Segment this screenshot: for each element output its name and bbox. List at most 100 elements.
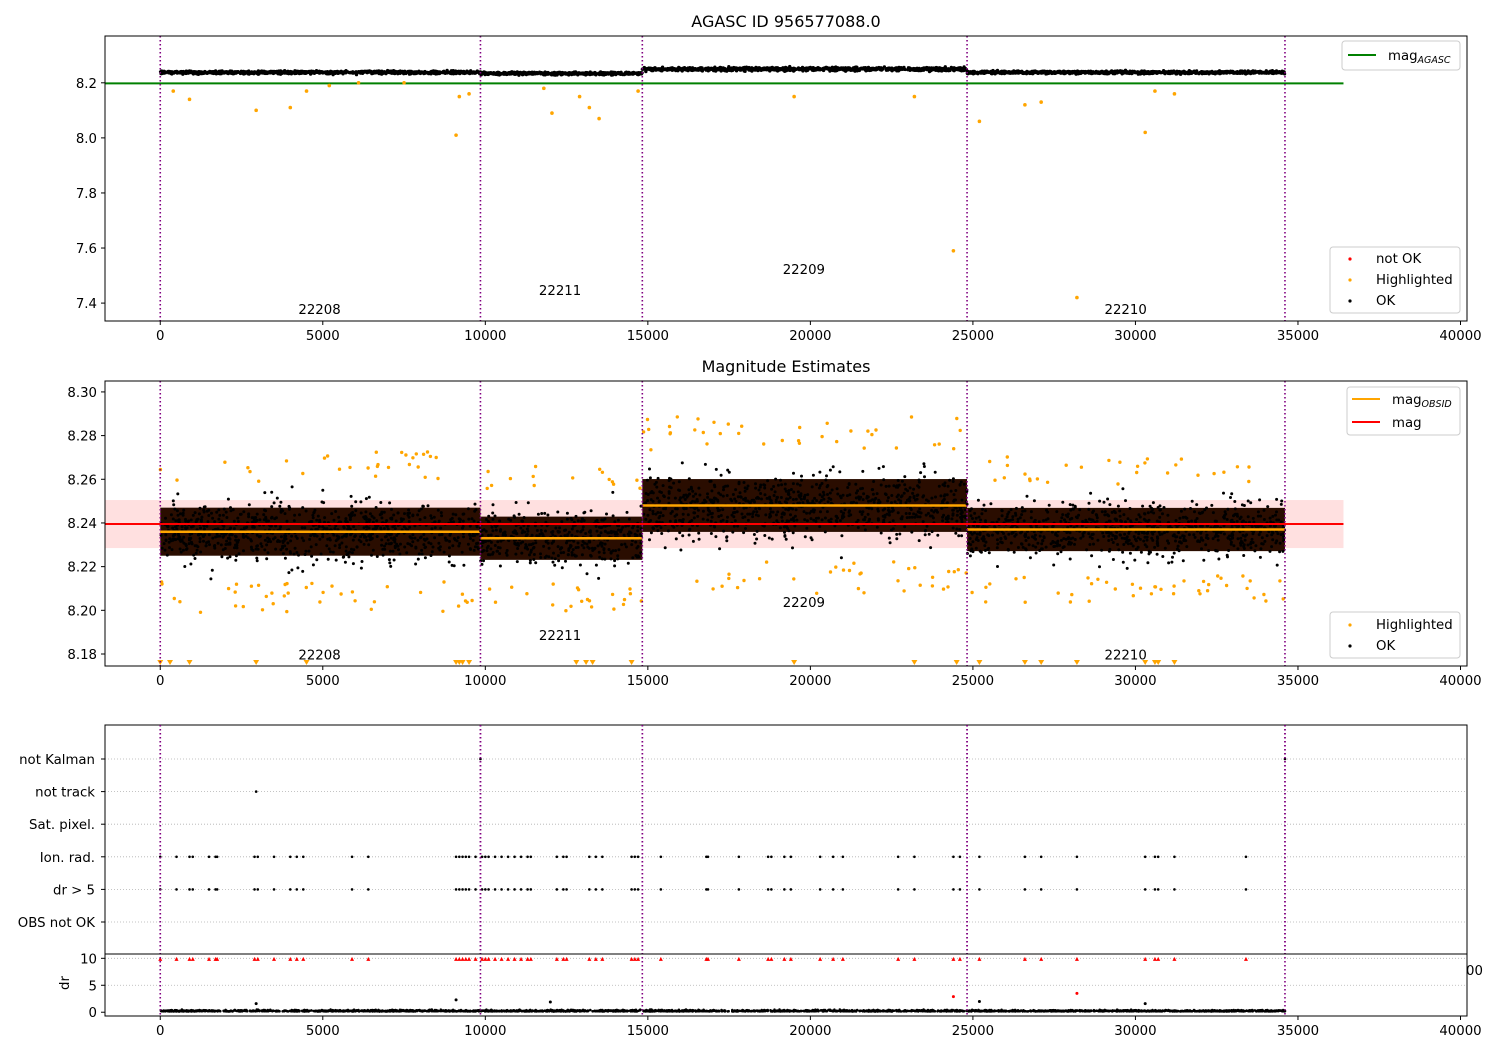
ok-point [971,69,975,73]
ok-point [1268,70,1272,74]
ok-point [364,497,368,501]
ok-point [193,511,197,515]
ok-point [564,72,568,76]
ok-point [279,500,283,504]
highlighted-point [376,462,380,467]
ok-point [1163,72,1167,76]
ok-point [491,503,495,507]
ok-point [386,538,390,542]
highlighted-point [912,94,917,99]
ok-point [576,541,580,545]
ok-point [386,527,390,531]
highlighted-point [283,582,287,587]
ok-point [205,541,209,545]
ok-point [222,507,226,511]
ok-point [469,71,473,75]
ok-point [486,553,490,557]
ok-point [565,511,569,515]
ok-point [202,527,206,531]
ok-point [630,543,634,547]
ok-point [439,526,443,530]
ok-point [395,534,399,537]
ok-point [600,518,604,522]
highlighted-point [254,108,258,113]
ok-point [334,539,338,543]
ok-point [364,535,368,539]
ok-point [589,509,593,513]
ok-point [603,542,607,546]
ok-point [624,545,628,549]
highlighted-point [416,465,420,469]
ok-point [609,550,613,554]
ok-point [199,526,202,530]
highlighted-point [577,94,582,99]
ok-point [352,525,356,529]
agasc-xtick-label: 20000 [789,329,831,344]
obsid-label: 22208 [298,303,340,318]
ok-point [498,519,502,523]
ok-point [532,558,536,561]
ok-point [173,533,177,536]
ok-point [535,529,539,532]
ok-point [1084,70,1088,74]
highlighted-point [436,476,440,481]
ok-point [228,542,232,546]
ok-point [342,525,346,529]
ok-point [1127,70,1131,74]
ok-point [362,542,366,546]
highlighted-point [951,248,956,253]
ok-point [586,71,590,75]
ok-point [597,550,601,554]
ok-point [592,72,596,76]
ok-point [351,538,355,542]
ok-point [290,70,294,74]
ok-point [1122,70,1126,74]
ok-point [493,514,497,518]
ok-point [381,71,385,75]
highlighted-point [172,596,176,601]
highlighted-point [348,465,352,470]
legend-label: not OK [1376,252,1421,267]
ok-point [454,513,458,517]
ok-point [457,544,461,548]
ok-point [475,542,478,546]
ok-point [426,504,430,508]
ok-point [350,547,353,551]
ok-point [221,548,225,552]
ok-point [526,501,530,505]
ok-point [727,66,732,70]
ok-point [433,536,437,540]
ok-point [593,546,597,550]
ok-point [539,552,542,556]
ok-point [524,543,528,547]
highlighted-point [325,454,330,458]
ok-point [234,538,238,542]
ok-point [544,529,547,533]
ok-point [179,550,183,554]
ok-point [1215,71,1219,75]
ok-point [168,537,172,541]
ok-point [287,504,291,508]
ok-point [188,532,192,536]
highlighted-point [256,583,261,587]
ok-point [177,518,181,522]
ok-point [392,513,396,517]
ok-point [251,70,255,74]
ok-point [1086,69,1090,74]
ok-point [539,529,543,532]
ok-point [636,554,640,558]
ok-point [473,71,477,75]
ok-point [182,541,186,545]
ok-point [578,563,582,567]
ok-point [409,536,413,540]
ok-point [202,505,206,509]
ok-point [505,553,509,557]
ok-point [235,543,239,547]
ok-point [716,67,720,71]
ok-point [769,66,774,70]
agasc-ytick-label: 7.8 [76,187,97,202]
ok-point [281,70,285,74]
ok-point [792,68,797,72]
ok-point [413,536,417,540]
ok-point [324,527,328,531]
